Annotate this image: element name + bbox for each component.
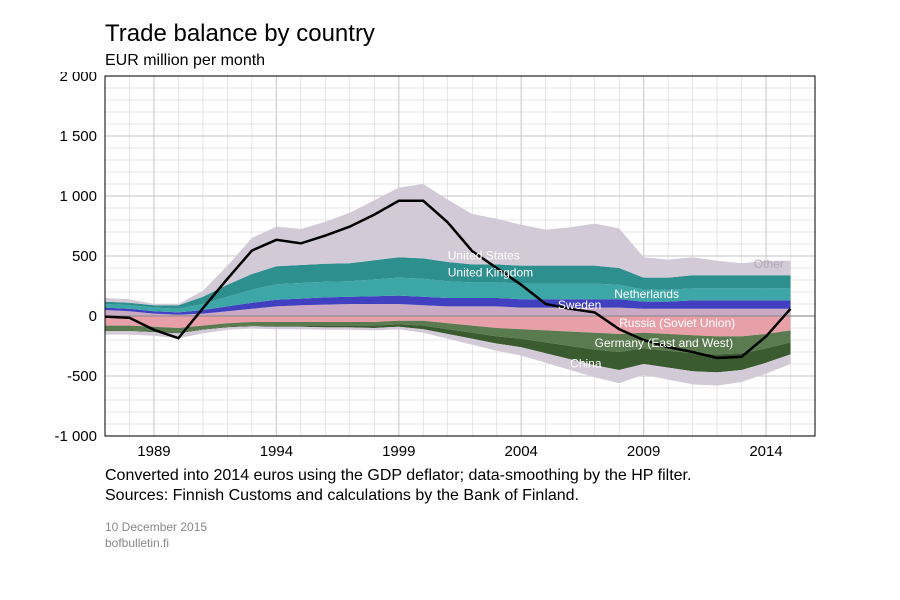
footer-date: 10 December 2015 xyxy=(105,520,207,534)
chart-container: Trade balance by country EUR million per… xyxy=(45,20,865,551)
series-label: China xyxy=(570,357,602,371)
series-label: United States xyxy=(448,249,520,263)
chart-footer: 10 December 2015 bofbulletin.fi xyxy=(105,520,865,551)
svg-text:500: 500 xyxy=(72,248,97,265)
footer-source: bofbulletin.fi xyxy=(105,536,169,550)
svg-text:2009: 2009 xyxy=(627,443,660,460)
chart-title: Trade balance by country xyxy=(105,20,865,48)
svg-text:2004: 2004 xyxy=(505,443,538,460)
series-label: Germany (East and West) xyxy=(595,336,734,350)
svg-text:2014: 2014 xyxy=(749,443,782,460)
svg-text:1 500: 1 500 xyxy=(59,128,97,145)
series-label: Netherlands xyxy=(614,287,679,301)
chart-subtitle: EUR million per month xyxy=(105,52,865,70)
svg-text:1 000: 1 000 xyxy=(59,188,97,205)
svg-text:-1 000: -1 000 xyxy=(54,428,97,445)
chart-plot: -1 000 -500 0 500 1 000 1 500 2 000 1989 1994 199… xyxy=(45,72,825,460)
svg-text:1999: 1999 xyxy=(382,443,415,460)
series-label: Russia (Soviet Union) xyxy=(619,316,735,330)
svg-text:2 000: 2 000 xyxy=(59,72,97,85)
series-label: Sweden xyxy=(558,298,601,312)
svg-text:1989: 1989 xyxy=(137,443,170,460)
caption-line-1: Converted into 2014 euros using the GDP … xyxy=(105,467,691,484)
svg-text:1994: 1994 xyxy=(260,443,293,460)
svg-text:0: 0 xyxy=(89,308,97,325)
series-label: United Kingdom xyxy=(448,265,533,279)
series-label: Other xyxy=(754,257,784,271)
chart-caption: Converted into 2014 euros using the GDP … xyxy=(105,466,865,506)
svg-text:-500: -500 xyxy=(67,368,97,385)
caption-line-2: Sources: Finnish Customs and calculation… xyxy=(105,487,579,504)
